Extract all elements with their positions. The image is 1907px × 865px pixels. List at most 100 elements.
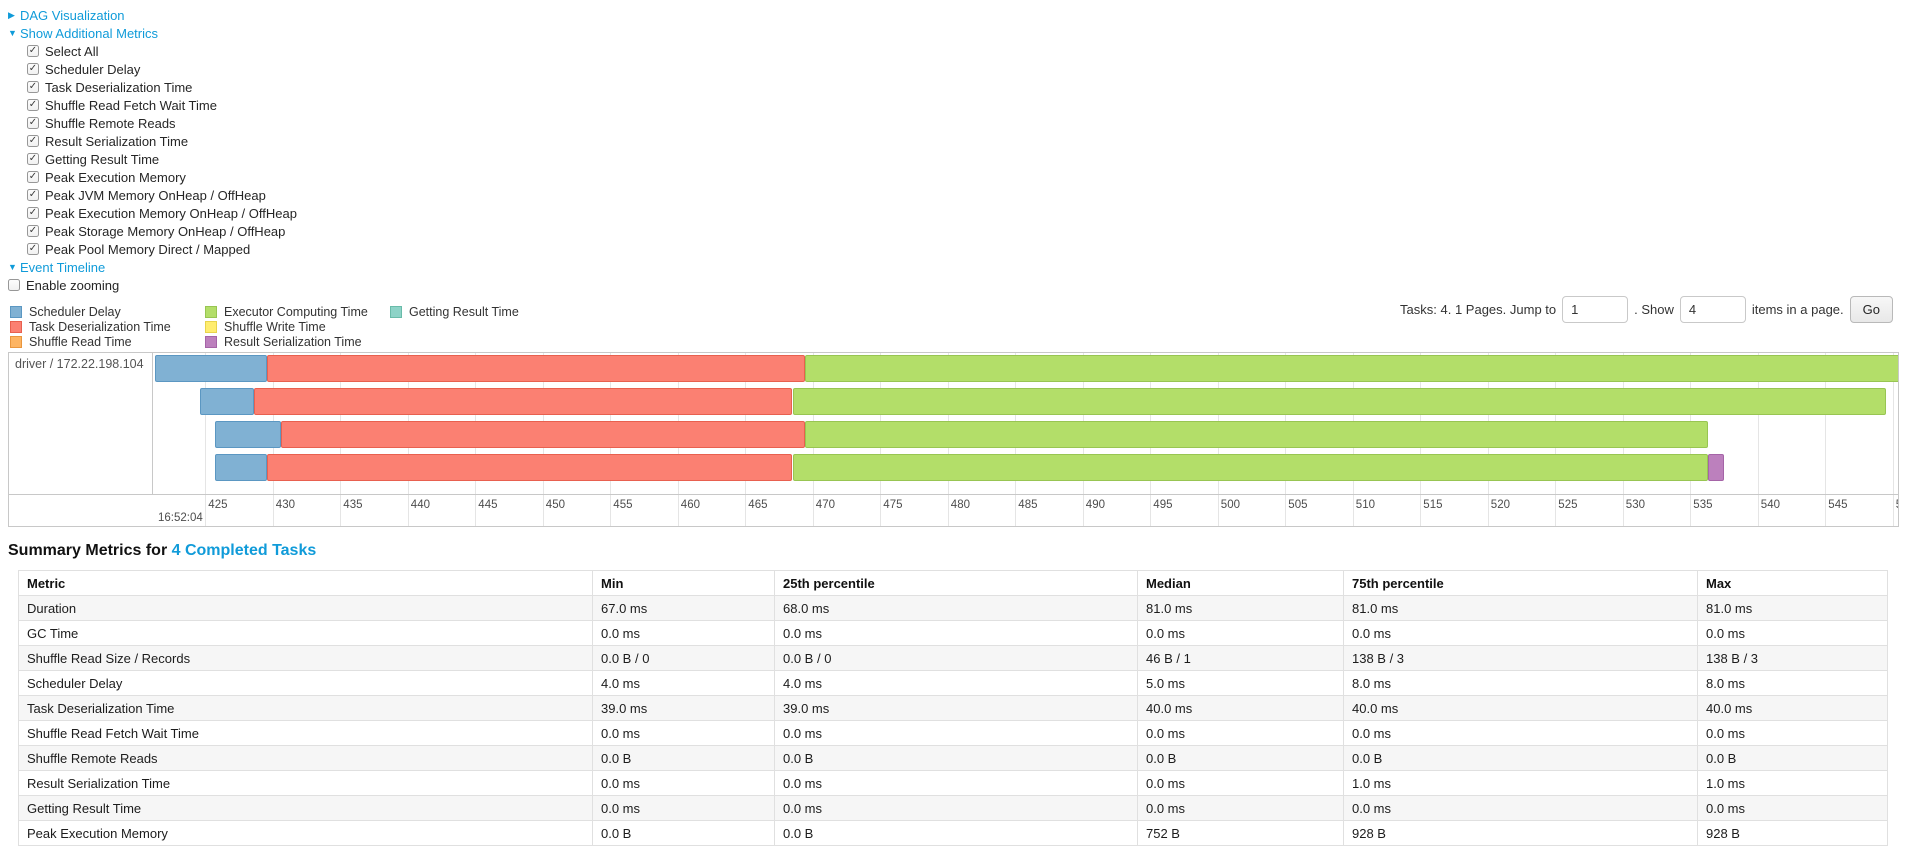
axis-tick-label: 545 [1828,499,1848,511]
axis-separator-line [9,494,1898,495]
axis-tick-label: 540 [1760,499,1780,511]
axis-tick-label: 425 [208,499,228,511]
timeline-bar-task_deserialization[interactable] [253,388,793,415]
shuffle_write-swatch-icon [205,320,217,333]
dag-visualization-link[interactable]: DAG Visualization [20,7,125,23]
timeline-bar-task_deserialization[interactable] [280,421,805,448]
metric-name-cell: Result Serialization Time [18,770,593,796]
axis-tick-label: 505 [1288,499,1308,511]
timeline-bar-scheduler_delay[interactable] [214,421,281,448]
table-row: Getting Result Time 0.0 ms 0.0 ms 0.0 ms 0.0… [18,795,1888,821]
jump-to-page-input[interactable] [1562,296,1629,323]
metric-checkbox[interactable]: ✓ [27,225,39,237]
metric-value-cell: 46 B / 1 [1137,645,1344,671]
timeline-bar-scheduler_delay[interactable] [214,454,268,481]
table-row: Shuffle Read Size / Records 0.0 B / 0 0.0 … [18,645,1888,671]
timeline-bar-executor_computing[interactable] [792,388,1887,415]
summary-heading-text: Summary Metrics for [8,542,172,559]
legend-column: Scheduler Delay Task Deserialization Time… [10,304,205,349]
axis-tick-label: 475 [883,499,903,511]
timeline-bar-executor_computing[interactable] [804,355,1898,382]
metric-checkbox[interactable]: ✓ [27,99,39,111]
metric-checkbox[interactable]: ✓ [27,171,39,183]
metric-name-cell: Scheduler Delay [18,670,593,696]
metric-checkbox[interactable]: ✓ [27,153,39,165]
show-additional-metrics-link[interactable]: Show Additional Metrics [20,25,159,41]
metric-checkbox[interactable]: ✓ [27,243,39,255]
metric-checkbox-row: ✓ Select All [27,42,297,60]
event-timeline-link[interactable]: Event Timeline [20,259,106,275]
metric-checkbox[interactable]: ✓ [27,135,39,147]
metric-checkbox[interactable]: ✓ [27,45,39,57]
metric-checkbox[interactable]: ✓ [27,81,39,93]
getting_result-swatch-icon [390,305,402,318]
metric-value-cell: 0.0 B / 0 [592,645,775,671]
metric-checkbox[interactable]: ✓ [27,189,39,201]
metric-checkbox-label: Peak Storage Memory OnHeap / OffHeap [45,223,286,239]
axis-tick-label: 525 [1558,499,1578,511]
metric-value-cell: 0.0 ms [1697,620,1888,646]
table-header-cell: 25th percentile [774,570,1138,596]
completed-tasks-link[interactable]: 4 Completed Tasks [171,542,317,559]
metric-checkbox-list: ✓ Select All ✓ Scheduler Delay ✓ Task Deseria… [27,42,297,258]
timeline-plot-area: 425 430 435 440 445 450 455 460 465 470 475 480 485 4… [154,353,1898,526]
axis-tick-label: 480 [950,499,970,511]
grid-line [1892,353,1894,526]
metric-value-cell: 4.0 ms [592,670,775,696]
timeline-bar-scheduler_delay[interactable] [199,388,254,415]
metric-checkbox-label: Result Serialization Time [45,133,189,149]
enable-zooming-checkbox[interactable] [8,279,20,291]
timeline-legend: Scheduler Delay Task Deserialization Time… [10,304,519,349]
grid-line [1757,353,1759,526]
metric-value-cell: 0.0 B [592,820,775,846]
metric-name-cell: Shuffle Read Fetch Wait Time [18,720,593,746]
metric-value-cell: 138 B / 3 [1697,645,1888,671]
table-header-cell: Max [1697,570,1888,596]
timeline-bar-task_deserialization[interactable] [267,454,793,481]
metric-name-cell: Task Deserialization Time [18,695,593,721]
metric-value-cell: 40.0 ms [1343,695,1698,721]
metric-checkbox[interactable]: ✓ [27,207,39,219]
go-button[interactable]: Go [1849,296,1893,323]
table-row: Peak Execution Memory 0.0 B 0.0 B 752 B 928 … [18,820,1888,846]
metric-value-cell: 0.0 ms [774,795,1138,821]
timeline-bar-executor_computing[interactable] [804,421,1708,448]
executor_computing-swatch-icon [205,305,217,318]
metric-checkbox[interactable]: ✓ [27,117,39,129]
axis-tick-label: 435 [343,499,363,511]
metric-checkbox-label: Shuffle Read Fetch Wait Time [45,97,217,113]
dag-visualization-toggle[interactable]: ▶ DAG Visualization [8,6,297,24]
metric-checkbox-row: ✓ Peak JVM Memory OnHeap / OffHeap [27,186,297,204]
timeline-task-row [154,355,1898,382]
metric-checkbox-label: Peak JVM Memory OnHeap / OffHeap [45,187,266,203]
timeline-bar-result_serialization[interactable] [1707,454,1724,481]
metric-checkbox-row: ✓ Peak Storage Memory OnHeap / OffHeap [27,222,297,240]
metric-value-cell: 0.0 ms [1137,770,1344,796]
metric-value-cell: 5.0 ms [1137,670,1344,696]
metric-value-cell: 928 B [1697,820,1888,846]
table-header-cell: 75th percentile [1343,570,1698,596]
metric-checkbox-label: Shuffle Remote Reads [45,115,176,131]
axis-tick-label: 530 [1625,499,1645,511]
timeline-bar-task_deserialization[interactable] [267,355,805,382]
timeline-bar-executor_computing[interactable] [792,454,1708,481]
items-per-page-input[interactable] [1679,296,1746,323]
metric-value-cell: 0.0 ms [1343,620,1698,646]
stage-controls: ▶ DAG Visualization ▼ Show Additional Me… [8,6,297,294]
timeline-task-row [154,454,1898,481]
axis-tick-label: 535 [1693,499,1713,511]
legend-item-label: Task Deserialization Time [29,319,171,334]
chevron-down-icon: ▼ [8,262,17,272]
event-timeline-toggle[interactable]: ▼ Event Timeline [8,258,297,276]
metric-value-cell: 0.0 B [592,745,775,771]
metric-checkbox-row: ✓ Task Deserialization Time [27,78,297,96]
table-row: Duration 67.0 ms 68.0 ms 81.0 ms 81.0 ms 81.0… [18,595,1888,621]
axis-tick-label: 440 [410,499,430,511]
metric-value-cell: 0.0 ms [774,620,1138,646]
axis-tick-label: 465 [748,499,768,511]
show-additional-metrics-toggle[interactable]: ▼ Show Additional Metrics [8,24,297,42]
timeline-bar-scheduler_delay[interactable] [155,355,268,382]
metric-checkbox[interactable]: ✓ [27,63,39,75]
table-row: GC Time 0.0 ms 0.0 ms 0.0 ms 0.0 ms 0.0 ms [18,620,1888,646]
metric-value-cell: 39.0 ms [774,695,1138,721]
